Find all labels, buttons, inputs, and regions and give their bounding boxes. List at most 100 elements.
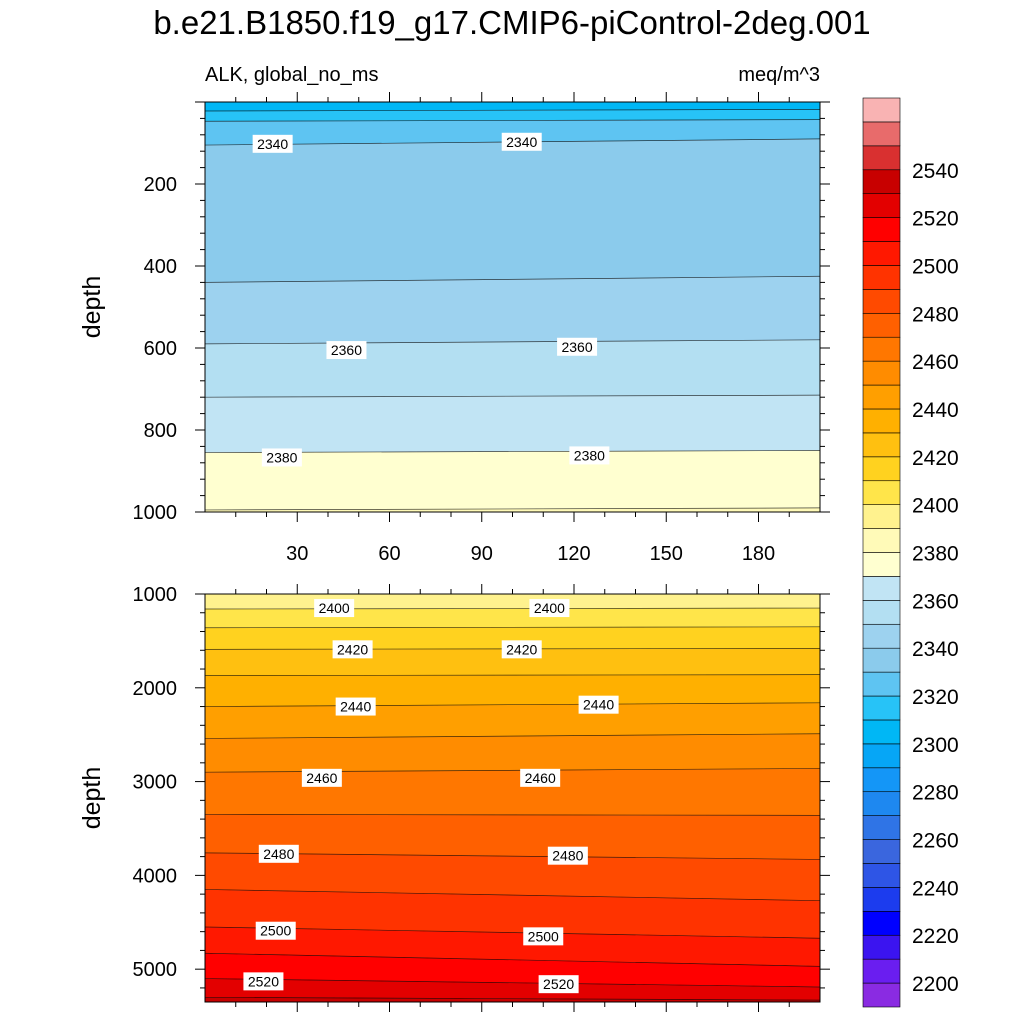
svg-text:2480: 2480: [263, 846, 294, 862]
colorbar-swatch: [862, 576, 901, 601]
upper-y-tick-label: 1000: [133, 502, 178, 524]
upper-contour-label: 2360: [557, 337, 598, 356]
upper-depth-panel: 2340 2340 2360 2360 2380 2380 30 60 90 120 150 180 2…: [78, 92, 830, 565]
svg-text:2500: 2500: [528, 928, 559, 944]
lower-band-2470: [205, 814, 820, 860]
upper-contour-label: 2340: [501, 132, 542, 151]
upper-x-tick-label: 90: [471, 543, 493, 565]
colorbar-swatch: [862, 528, 901, 553]
lower-contour-label: 2440: [578, 695, 619, 714]
lower-y-axis-label: depth: [78, 767, 106, 830]
upper-y-tick-label: 600: [144, 338, 177, 360]
upper-band-2350: [205, 339, 820, 398]
colorbar-swatch: [862, 815, 901, 840]
upper-contour-2320: [205, 119, 820, 122]
upper-contour-2360: [205, 394, 820, 398]
colorbar-tick-label: 2520: [912, 208, 959, 231]
svg-text:2400: 2400: [534, 600, 565, 616]
colorbar-tick-label: 2420: [912, 447, 959, 470]
svg-text:2460: 2460: [306, 770, 337, 786]
colorbar-tick-label: 2240: [912, 877, 959, 900]
upper-band-2300: [205, 102, 820, 112]
lower-band-2400: [205, 608, 820, 628]
lower-contour-2510: [205, 952, 820, 967]
lower-y-tick-label: 4000: [133, 865, 178, 887]
colorbar-swatch: [862, 911, 901, 936]
upper-band-2340: [205, 276, 820, 344]
lower-band-2450: [205, 733, 820, 773]
lower-contour-2530: [205, 996, 820, 1001]
colorbar-swatch: [862, 145, 901, 171]
lower-band-2520: [205, 978, 820, 1001]
upper-x-tick-label: 60: [378, 543, 400, 565]
upper-y-tick-label: 200: [144, 174, 177, 196]
lower-band-2530: [205, 997, 820, 1002]
svg-text:2500: 2500: [260, 923, 291, 939]
colorbar-swatch: [862, 241, 901, 266]
lower-contour-2520: [205, 978, 820, 988]
colorbar-tick-label: 2500: [912, 255, 959, 278]
svg-text:2420: 2420: [506, 641, 537, 657]
upper-contour-2370: [205, 450, 820, 453]
lower-contour-label: 2460: [301, 768, 342, 787]
colorbar-swatch: [862, 289, 901, 314]
colorbar-swatch: [862, 695, 901, 721]
lower-contour-label: 2480: [258, 844, 299, 863]
upper-band-2310: [205, 109, 820, 122]
upper-band-2320: [205, 119, 820, 146]
colorbar-swatch: [862, 265, 901, 290]
lower-contour-label: 2480: [547, 846, 588, 865]
colorbar-swatch: [862, 719, 901, 745]
upper-y-axis-label: depth: [78, 276, 106, 339]
colorbar-tick-label: 2200: [912, 973, 959, 996]
svg-text:2440: 2440: [583, 697, 614, 713]
upper-contour-2350: [205, 339, 820, 345]
svg-text:2520: 2520: [248, 973, 279, 989]
colorbar-swatch: [862, 623, 901, 649]
colorbar-tick-label: 2440: [912, 399, 959, 422]
lower-contour-2490: [205, 889, 820, 902]
upper-x-tick-label: 120: [557, 543, 590, 565]
lower-contour-2430: [205, 674, 820, 676]
lower-band-2440: [205, 702, 820, 739]
lower-band-2430: [205, 674, 820, 707]
svg-text:2460: 2460: [525, 770, 556, 786]
colorbar-swatch: [862, 312, 901, 338]
lower-contour-2440: [205, 702, 820, 707]
upper-y-tick-label: 400: [144, 256, 177, 278]
lower-contour-2410: [205, 626, 820, 629]
lower-contour-label: 2500: [523, 927, 564, 946]
svg-text:2360: 2360: [331, 342, 362, 358]
upper-band-2370: [205, 450, 820, 510]
svg-text:2360: 2360: [561, 339, 592, 355]
lower-contour-2470: [205, 814, 820, 816]
variable-subtitle: ALK, global_no_ms: [205, 64, 378, 86]
lower-band-2460: [205, 768, 820, 816]
lower-y-tick-label: 2000: [133, 678, 178, 700]
colorbar-swatch: [862, 384, 901, 410]
lower-contour-2400: [205, 607, 820, 610]
svg-text:2400: 2400: [319, 600, 350, 616]
figure-title: b.e21.B1850.f19_g17.CMIP6-piControl-2deg…: [153, 4, 870, 41]
upper-contour-2310: [205, 109, 820, 112]
lower-contour-2480: [205, 852, 820, 860]
lower-contour-2500: [205, 926, 820, 939]
colorbar-tick-label: 2280: [912, 782, 959, 805]
upper-band-2360: [205, 395, 820, 453]
colorbar-tick-label: 2380: [912, 543, 959, 566]
upper-y-tick-label: 800: [144, 420, 177, 442]
upper-x-tick-label: 150: [650, 543, 683, 565]
colorbar-swatch: [862, 169, 901, 194]
colorbar-tick-label: 2340: [912, 638, 959, 661]
lower-contour-label: 2460: [520, 768, 561, 787]
svg-text:2440: 2440: [340, 699, 371, 715]
colorbar-swatch: [862, 934, 901, 960]
lower-contour-2450: [205, 733, 820, 739]
colorbar-swatch: [862, 600, 901, 625]
upper-band-2380: [205, 507, 820, 512]
units-subtitle: meq/m^3: [738, 64, 820, 86]
lower-y-tick-label: 1000: [133, 584, 178, 606]
colorbar-swatch: [862, 767, 901, 793]
colorbar-swatch: [862, 193, 901, 218]
colorbar-swatch: [862, 671, 901, 697]
